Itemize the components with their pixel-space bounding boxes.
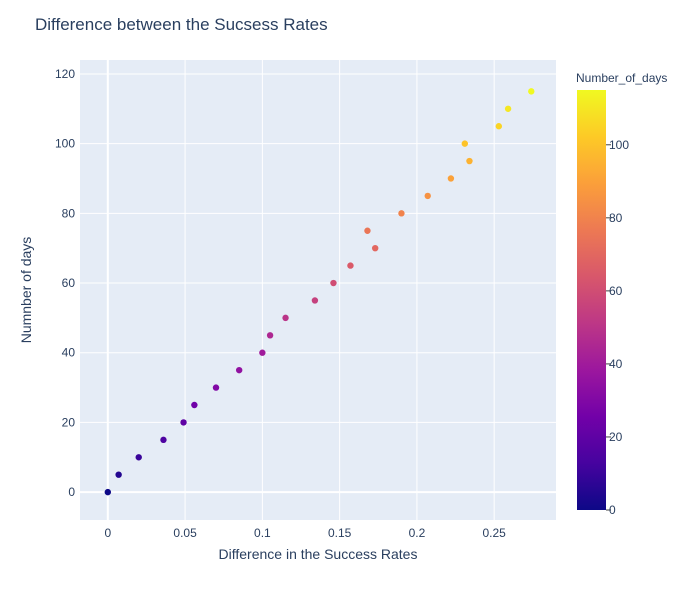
data-point	[424, 192, 431, 200]
data-point	[259, 349, 266, 356]
data-point	[447, 175, 455, 182]
data-point	[212, 384, 220, 391]
colorbar-tick-label: 40	[609, 357, 623, 371]
y-tick-label: 100	[55, 137, 75, 151]
x-tick-label: 0.2	[409, 526, 426, 540]
colorbar-tick-label: 0	[609, 503, 616, 517]
data-point	[495, 123, 503, 130]
data-point	[180, 419, 187, 426]
chart-title: Difference between the Sucsess Rates	[35, 15, 328, 34]
data-point	[466, 157, 473, 165]
data-point	[115, 471, 122, 478]
y-tick-label: 20	[62, 415, 76, 429]
data-point	[364, 227, 371, 234]
data-point	[135, 454, 142, 461]
y-tick-label: 80	[62, 206, 76, 220]
data-point	[282, 314, 289, 322]
y-tick-label: 60	[62, 276, 76, 290]
data-point	[104, 488, 112, 496]
x-tick-label: 0.1	[254, 526, 271, 540]
data-point	[266, 332, 274, 339]
y-axis-title: Numnber of days	[18, 237, 34, 344]
data-point	[191, 401, 198, 409]
data-point	[347, 262, 354, 269]
x-tick-label: 0.15	[328, 526, 352, 540]
colorbar-ticks: 0 20 40 60 80 100	[606, 138, 629, 517]
data-point	[528, 88, 535, 95]
x-tick-label: 0.25	[483, 526, 507, 540]
data-point	[504, 105, 512, 112]
colorbar-title: Number_of_days	[576, 71, 667, 85]
colorbar-gradient	[577, 90, 606, 510]
data-points	[104, 88, 535, 496]
y-tick-label: 40	[62, 346, 76, 360]
plot-background	[80, 60, 556, 520]
grid-lines	[80, 60, 556, 520]
colorbar-tick-label: 100	[609, 138, 629, 152]
colorbar-tick-label: 60	[609, 284, 623, 298]
data-point	[311, 297, 319, 304]
data-point	[371, 244, 379, 252]
colorbar-tick-label: 80	[609, 211, 623, 225]
colorbar: Number_of_days 0 20 40 60 80 100	[576, 71, 667, 517]
data-point	[235, 366, 243, 374]
tick-labels: 0 0.05 0.1 0.15 0.2 0.25 0 20 40 60 80 100 120	[55, 67, 506, 540]
data-point	[160, 436, 167, 444]
y-tick-label: 0	[68, 485, 75, 499]
data-point	[398, 210, 405, 217]
colorbar-tick-label: 20	[609, 430, 623, 444]
x-axis-title: Difference in the Success Rates	[219, 546, 418, 562]
x-tick-label: 0.05	[173, 526, 197, 540]
x-tick-label: 0	[104, 526, 111, 540]
y-tick-label: 120	[55, 67, 75, 81]
data-point	[330, 279, 337, 287]
data-point	[461, 140, 469, 147]
